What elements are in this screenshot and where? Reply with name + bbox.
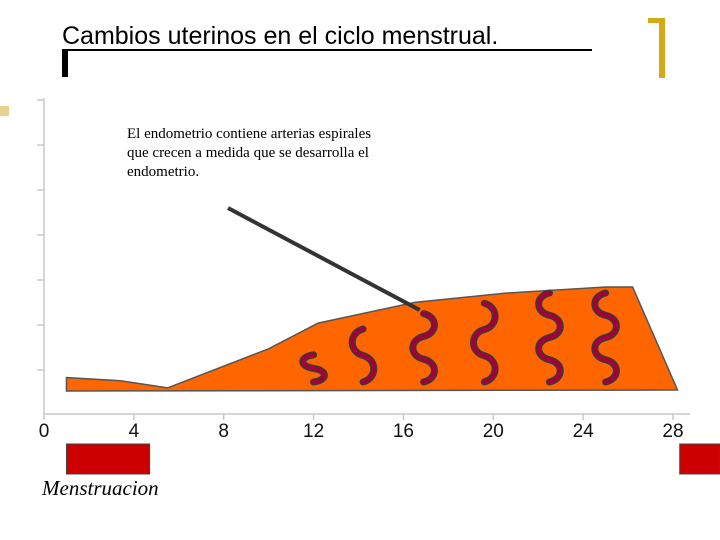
title-underline <box>62 49 592 51</box>
spiral-artery-core <box>471 301 498 384</box>
x-tick-label: 0 <box>39 421 50 442</box>
spiral-artery <box>535 289 564 386</box>
spiral-artery-annotation: El endometrio contiene arterias espirale… <box>127 126 372 180</box>
spiral-artery <box>348 325 378 386</box>
x-tick-label: 8 <box>218 421 229 442</box>
title-bracket-left <box>62 49 68 77</box>
side-decoration-square <box>0 106 9 116</box>
x-tick-label: 28 <box>662 421 683 442</box>
menstruation-bar <box>679 443 720 475</box>
spiral-arteries <box>299 289 620 386</box>
x-tick-label: 16 <box>393 421 414 442</box>
spiral-artery <box>299 351 328 386</box>
x-tick-label: 24 <box>573 421 595 442</box>
menstruation-label: Menstruacion <box>42 476 159 500</box>
x-tick-label: 4 <box>129 421 140 442</box>
corner-bracket-right <box>659 18 665 78</box>
spiral-artery <box>409 310 438 386</box>
spiral-artery <box>591 289 620 386</box>
x-tick-label: 12 <box>303 421 324 442</box>
axis-group <box>37 98 690 420</box>
annotation-pointer-line <box>227 206 421 312</box>
corner-bracket-right-cap <box>648 18 665 23</box>
spiral-artery-core <box>350 327 376 384</box>
spiral-artery-core <box>410 311 437 384</box>
spiral-artery-core <box>592 291 619 384</box>
endometrium-area <box>65 286 679 392</box>
spiral-artery-core <box>300 352 327 384</box>
slide-title: Cambios uterinos en el ciclo menstrual. <box>62 22 499 50</box>
menstruation-bars <box>65 443 720 475</box>
spiral-artery <box>470 299 499 386</box>
x-tick-label: 20 <box>483 421 504 442</box>
spiral-artery-core <box>536 291 563 384</box>
x-tick-labels: 0 4 8 12 16 20 24 28 <box>39 421 684 442</box>
menstruation-bar <box>65 443 151 475</box>
